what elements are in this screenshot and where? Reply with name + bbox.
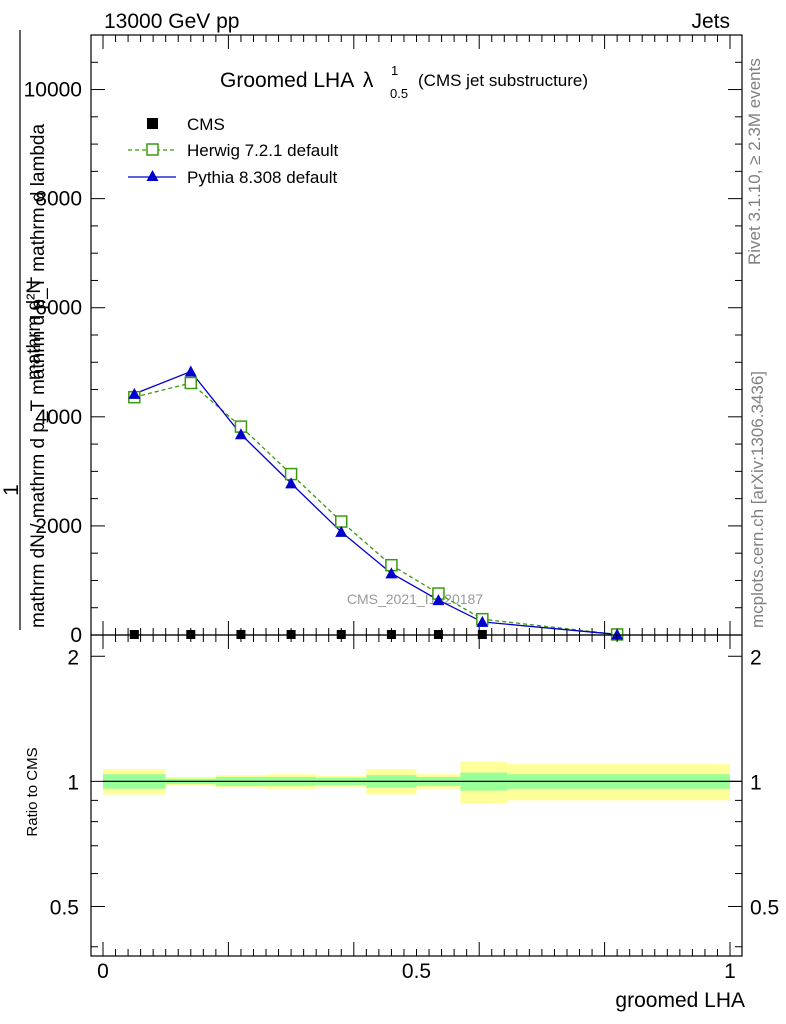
legend-cms-marker: [147, 118, 158, 129]
header-right: Jets: [691, 10, 730, 33]
svg-text:Groomed LHA λ: Groomed LHA λ: [220, 69, 374, 92]
header-left: 13000 GeV pp: [104, 10, 239, 33]
title-symbol: λ: [363, 69, 374, 92]
pythia-point: [128, 387, 141, 399]
main-ytick-label: 10000: [24, 79, 82, 102]
ratio-ytick-label: 1: [67, 771, 79, 794]
legend: CMS Herwig 7.2.1 default Pythia 8.308 de…: [128, 115, 338, 187]
ratio-ytick-label-right: 0.5: [750, 896, 779, 919]
ratio-bands: [103, 761, 730, 804]
pythia-point: [184, 365, 197, 377]
pythia-point: [432, 594, 445, 606]
rivet-label: Rivet 3.1.10, ≥ 2.3M events: [745, 58, 764, 265]
ylabel-denominator: mathrm dN / mathrm d p_T mathrm d p_T ma…: [28, 124, 49, 628]
legend-herwig-label: Herwig 7.2.1 default: [187, 141, 338, 160]
title-sup: 1: [391, 63, 398, 78]
legend-pythia-label: Pythia 8.308 default: [187, 168, 338, 187]
ratio-y-ticks: 0.5 0.5 1 1 2 2: [50, 646, 779, 948]
ratio-ytick-label: 2: [67, 646, 79, 669]
ylabel-prefix: 1: [0, 484, 23, 496]
main-ytick-label: 6000: [35, 297, 82, 320]
ratio-xtick-label: 0: [97, 960, 109, 983]
ratio-ytick-label-right: 1: [750, 771, 762, 794]
pythia-point: [385, 567, 398, 579]
x-axis-label: groomed LHA: [615, 989, 745, 1012]
watermark: CMS_2021_I1920187: [347, 591, 483, 607]
mcplots-label: mcplots.cern.ch [arXiv:1306.3436]: [748, 371, 767, 628]
herwig-point: [335, 515, 348, 528]
pythia-point: [285, 477, 298, 489]
ratio-xtick-label: 1: [724, 960, 736, 983]
pythia-point: [611, 628, 624, 640]
pythia-point: [234, 428, 247, 440]
title-sub: 0.5: [390, 86, 408, 101]
ratio-xtick-label: 0.5: [402, 960, 431, 983]
ylabel-numerator: mathrm d²N: [24, 280, 45, 380]
main-ytick-label: 2000: [35, 515, 82, 538]
legend-pythia-marker: [146, 170, 159, 181]
legend-herwig-marker: [146, 143, 159, 156]
pythia-point: [335, 525, 348, 537]
main-ytick-label: 0: [70, 624, 82, 647]
title-note: (CMS jet substructure): [418, 71, 588, 90]
main-ytick-label: 4000: [35, 406, 82, 429]
legend-cms-label: CMS: [187, 115, 225, 134]
ratio-ytick-label: 0.5: [50, 896, 79, 919]
ratio-x-ticks: 0 0.5 1: [97, 635, 736, 983]
main-panel: 0 2000 4000 6000 8000 10000 CMS_2021_I1920187…: [0, 30, 743, 647]
pythia-point: [476, 615, 489, 627]
herwig-point: [184, 376, 198, 390]
main-y-axis-label: 1 mathrm d²N mathrm dN / mathrm d p_T ma…: [0, 30, 49, 630]
ratio-ytick-label-right: 2: [750, 646, 762, 669]
title-text: Groomed LHA: [220, 69, 354, 92]
plot-title: Groomed LHA λ 1 0.5 (CMS jet substructur…: [220, 63, 588, 101]
main-y-ticks: 0 2000 4000 6000 8000 10000: [24, 34, 742, 647]
main-ytick-label: 8000: [35, 188, 82, 211]
ratio-y-axis-label: Ratio to CMS: [24, 747, 41, 836]
main-x-ticks: [102, 35, 731, 635]
ratio-panel: 0.5 0.51 12 2 0 0.5 1 Ratio to CMS groomed LH…: [24, 634, 779, 1012]
